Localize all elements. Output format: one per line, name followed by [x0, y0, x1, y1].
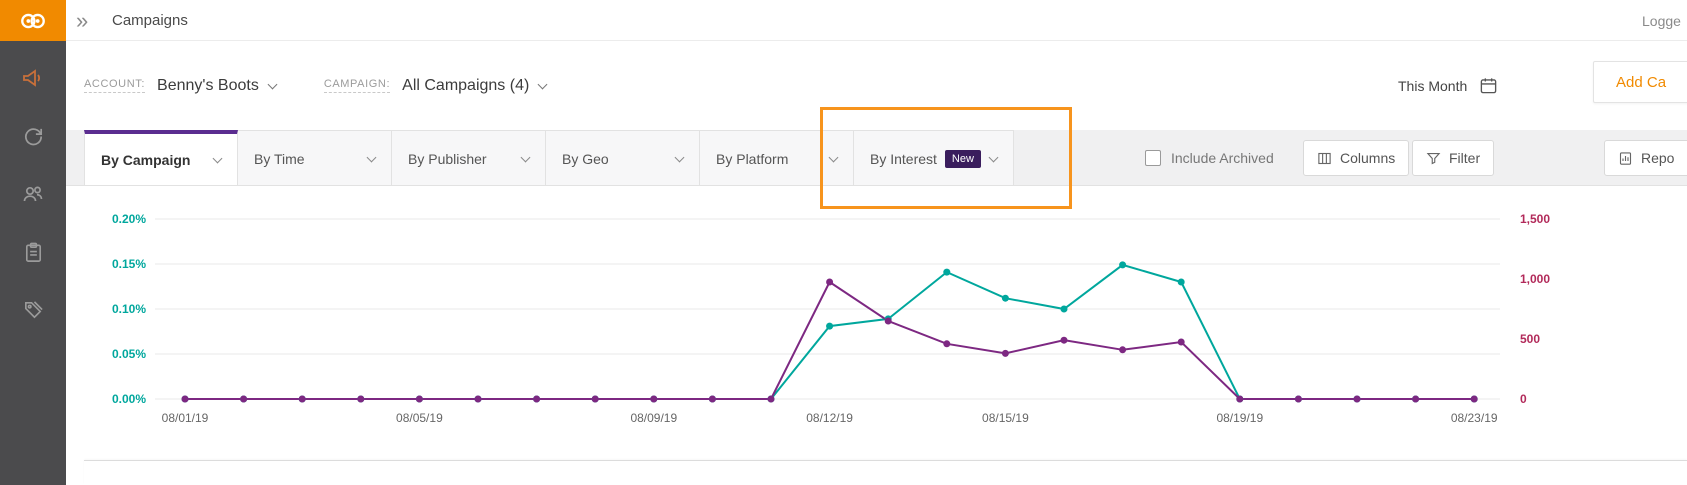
tab-label: By Geo [562, 150, 609, 167]
chart-svg: 0.20% 0.15% 0.10% 0.05% 0.00% 1,500 1,000 500 0 0… [112, 212, 1550, 425]
logged-in-text: Logge [1642, 12, 1681, 29]
date-range-value: This Month [1398, 77, 1468, 94]
include-archived-toggle[interactable]: Include Archived [1145, 130, 1274, 185]
chevron-down-icon[interactable] [828, 152, 839, 162]
svg-text:0.00%: 0.00% [112, 392, 146, 406]
columns-button[interactable]: Columns [1303, 140, 1410, 176]
calendar-icon [1480, 78, 1497, 94]
svg-text:1,500: 1,500 [1520, 212, 1550, 226]
svg-text:1,000: 1,000 [1520, 272, 1550, 286]
chevron-down-icon [537, 79, 548, 89]
account-dropdown[interactable]: Benny's Boots [157, 76, 278, 95]
account-value: Benny's Boots [157, 76, 259, 94]
new-badge: New [944, 149, 981, 168]
brand-logo[interactable] [0, 0, 66, 41]
chevron-down-icon[interactable] [366, 152, 377, 162]
svg-text:08/05/19: 08/05/19 [396, 411, 443, 425]
chevron-down-icon[interactable] [988, 152, 999, 162]
campaign-value: All Campaigns (4) [402, 76, 530, 94]
tab-by-geo[interactable]: By Geo [546, 130, 700, 185]
tab-label: By Interest [870, 150, 937, 167]
billing-tag-icon [24, 300, 43, 318]
reports-button[interactable]: Repo [1604, 140, 1687, 176]
chevron-down-icon[interactable] [674, 152, 685, 162]
svg-text:0.20%: 0.20% [112, 212, 146, 226]
expand-sidebar-icon[interactable]: » [76, 7, 88, 33]
results-table-top-edge [84, 460, 1687, 485]
svg-text:0.10%: 0.10% [112, 302, 146, 316]
add-campaign-label: Add Ca [1616, 73, 1667, 91]
tab-by-interest[interactable]: By Interest New [854, 130, 1014, 185]
svg-text:0: 0 [1520, 392, 1527, 406]
filter-bar: ACCOUNT: Benny's Boots CAMPAIGN: All Cam… [66, 41, 1687, 130]
svg-text:0.05%: 0.05% [112, 347, 146, 361]
columns-label: Columns [1340, 150, 1396, 166]
account-label: ACCOUNT: [84, 78, 146, 93]
nav-conversions[interactable] [0, 107, 66, 165]
add-campaign-button[interactable]: Add Ca [1593, 61, 1687, 103]
svg-text:08/23/19: 08/23/19 [1451, 411, 1498, 425]
svg-text:08/01/19: 08/01/19 [162, 411, 209, 425]
include-archived-checkbox[interactable] [1145, 150, 1161, 166]
filter-button[interactable]: Filter [1412, 140, 1495, 176]
clipboard-icon [25, 242, 41, 262]
page-title: Campaigns [112, 12, 188, 29]
tab-label: By Platform [716, 150, 789, 167]
audience-people-icon [23, 186, 43, 202]
campaign-dropdown[interactable]: All Campaigns (4) [402, 76, 548, 95]
nav-pixel[interactable] [0, 223, 66, 281]
performance-chart-panel: 0.20% 0.15% 0.10% 0.05% 0.00% 1,500 1,000 500 0 0… [66, 186, 1687, 460]
top-header: » Campaigns Logge [0, 0, 1687, 41]
tab-by-time[interactable]: By Time [238, 130, 392, 185]
chevron-down-icon [267, 79, 278, 89]
report-tab-bar: By Campaign By Time By Publisher By Geo … [66, 130, 1687, 186]
left-nav-sidebar [0, 41, 66, 485]
tab-by-campaign[interactable]: By Campaign [84, 130, 238, 185]
svg-text:08/09/19: 08/09/19 [630, 411, 677, 425]
date-range-picker[interactable]: This Month [1398, 41, 1498, 130]
svg-text:500: 500 [1520, 332, 1540, 346]
filter-label: Filter [1449, 150, 1481, 166]
tab-label: By Publisher [408, 150, 487, 167]
report-document-icon [1619, 151, 1632, 165]
campaign-label: CAMPAIGN: [323, 78, 391, 93]
nav-audiences[interactable] [0, 165, 66, 223]
svg-text:08/12/19: 08/12/19 [806, 411, 853, 425]
sync-arrows-icon [24, 127, 42, 145]
include-archived-label: Include Archived [1171, 150, 1274, 166]
tab-by-publisher[interactable]: By Publisher [392, 130, 546, 185]
columns-icon [1318, 152, 1331, 164]
chevron-down-icon[interactable] [212, 153, 223, 164]
report-tabs: By Campaign By Time By Publisher By Geo … [84, 130, 1014, 185]
nav-campaigns[interactable] [0, 49, 66, 107]
tab-by-platform[interactable]: By Platform [700, 130, 854, 185]
svg-text:08/15/19: 08/15/19 [982, 411, 1029, 425]
chevron-down-icon[interactable] [520, 152, 531, 162]
filter-funnel-icon [1426, 152, 1441, 164]
amplify-megaphone-icon [23, 69, 41, 87]
tab-label: By Campaign [101, 152, 191, 168]
reports-label: Repo [1641, 150, 1675, 166]
owl-logo-icon [21, 13, 45, 28]
svg-text:0.15%: 0.15% [112, 257, 146, 271]
nav-billing[interactable] [0, 281, 66, 339]
svg-text:08/19/19: 08/19/19 [1216, 411, 1263, 425]
tab-label: By Time [254, 150, 305, 167]
